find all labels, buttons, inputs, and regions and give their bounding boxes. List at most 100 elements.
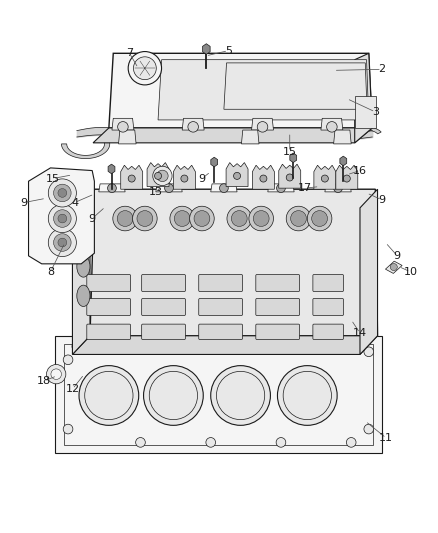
Polygon shape — [147, 163, 169, 187]
Circle shape — [326, 122, 336, 132]
Circle shape — [189, 206, 214, 231]
Ellipse shape — [77, 227, 90, 248]
Text: 7: 7 — [126, 49, 133, 58]
Circle shape — [152, 166, 172, 185]
Polygon shape — [158, 60, 368, 120]
Ellipse shape — [77, 256, 90, 277]
Circle shape — [135, 438, 145, 447]
Circle shape — [389, 263, 396, 271]
Circle shape — [128, 175, 135, 182]
Polygon shape — [173, 165, 195, 189]
Circle shape — [205, 438, 215, 447]
Circle shape — [154, 172, 161, 180]
Polygon shape — [226, 163, 247, 187]
Circle shape — [46, 365, 66, 384]
Circle shape — [363, 347, 373, 357]
Circle shape — [276, 184, 285, 192]
Polygon shape — [90, 189, 377, 336]
FancyBboxPatch shape — [255, 324, 299, 340]
Circle shape — [333, 184, 342, 192]
Circle shape — [231, 211, 247, 227]
Text: 16: 16 — [352, 166, 366, 175]
Circle shape — [311, 211, 327, 227]
Polygon shape — [354, 53, 371, 143]
Polygon shape — [72, 195, 90, 354]
FancyBboxPatch shape — [87, 324, 130, 340]
Circle shape — [113, 206, 137, 231]
Text: 14: 14 — [352, 328, 366, 338]
FancyBboxPatch shape — [141, 274, 185, 292]
Polygon shape — [354, 96, 375, 128]
Circle shape — [210, 366, 270, 425]
Text: 9: 9 — [393, 251, 400, 261]
Circle shape — [286, 206, 310, 231]
Text: 8: 8 — [47, 267, 54, 277]
Circle shape — [174, 211, 190, 227]
Text: 17: 17 — [297, 183, 311, 193]
Text: 18: 18 — [37, 376, 51, 386]
FancyBboxPatch shape — [312, 298, 343, 316]
FancyBboxPatch shape — [87, 298, 130, 316]
Polygon shape — [61, 140, 110, 158]
FancyBboxPatch shape — [255, 298, 299, 316]
Circle shape — [58, 189, 67, 197]
Polygon shape — [108, 164, 115, 174]
Circle shape — [346, 438, 355, 447]
Circle shape — [58, 214, 67, 223]
Text: 13: 13 — [148, 187, 162, 197]
Polygon shape — [320, 118, 342, 130]
FancyBboxPatch shape — [312, 324, 343, 340]
Circle shape — [276, 336, 285, 346]
FancyBboxPatch shape — [198, 324, 242, 340]
Circle shape — [290, 211, 306, 227]
FancyBboxPatch shape — [141, 324, 185, 340]
Circle shape — [63, 355, 73, 365]
FancyBboxPatch shape — [198, 274, 242, 292]
Circle shape — [128, 52, 161, 85]
Circle shape — [307, 206, 331, 231]
Polygon shape — [120, 165, 142, 189]
Circle shape — [205, 336, 215, 346]
Circle shape — [277, 366, 336, 425]
Polygon shape — [251, 118, 273, 130]
Circle shape — [53, 184, 71, 201]
Polygon shape — [335, 165, 357, 189]
FancyBboxPatch shape — [198, 298, 242, 316]
Circle shape — [286, 174, 293, 181]
Polygon shape — [99, 184, 125, 192]
Text: 12: 12 — [65, 384, 79, 394]
Circle shape — [194, 211, 209, 227]
Polygon shape — [112, 118, 134, 130]
Text: 9: 9 — [198, 174, 205, 183]
Polygon shape — [55, 336, 381, 453]
Circle shape — [137, 211, 152, 227]
Text: 9: 9 — [378, 195, 385, 205]
Polygon shape — [324, 184, 350, 192]
Polygon shape — [267, 184, 293, 192]
Circle shape — [53, 210, 71, 227]
FancyBboxPatch shape — [255, 274, 299, 292]
Circle shape — [259, 175, 266, 182]
FancyBboxPatch shape — [141, 298, 185, 316]
Polygon shape — [353, 127, 380, 136]
Circle shape — [363, 424, 373, 434]
Circle shape — [79, 366, 138, 425]
Polygon shape — [118, 130, 136, 144]
Polygon shape — [359, 189, 377, 354]
Circle shape — [63, 424, 73, 434]
Polygon shape — [155, 184, 182, 192]
Polygon shape — [93, 128, 371, 143]
Circle shape — [180, 175, 187, 182]
Text: 10: 10 — [403, 267, 417, 277]
Polygon shape — [289, 153, 296, 163]
Circle shape — [343, 175, 350, 182]
Circle shape — [187, 122, 198, 132]
Circle shape — [132, 206, 157, 231]
Text: 11: 11 — [378, 433, 392, 443]
Circle shape — [72, 342, 81, 351]
Text: 5: 5 — [224, 46, 231, 55]
Circle shape — [48, 179, 76, 207]
Polygon shape — [202, 44, 210, 54]
Circle shape — [253, 211, 268, 227]
Circle shape — [248, 206, 273, 231]
